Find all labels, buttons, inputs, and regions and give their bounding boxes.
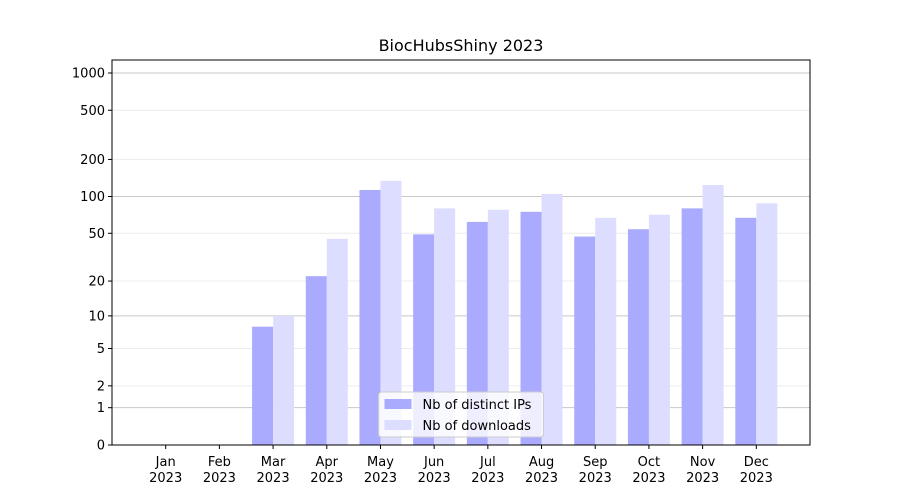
x-tick-label: 2023 bbox=[149, 471, 182, 486]
x-tick-label: Nov bbox=[690, 455, 716, 470]
bar bbox=[273, 315, 295, 445]
legend-swatch bbox=[384, 420, 412, 430]
plot-frame bbox=[111, 59, 811, 446]
x-tick-label: Sep bbox=[583, 455, 608, 470]
x-tick-label: 2023 bbox=[310, 471, 343, 486]
x-tick-label: Jan bbox=[155, 455, 176, 470]
x-tick-label: 2023 bbox=[364, 471, 397, 486]
x-tick-label: 2023 bbox=[740, 471, 773, 486]
y-tick-label: 100 bbox=[80, 190, 105, 205]
legend-label: Nb of distinct IPs bbox=[423, 398, 532, 413]
y-tick-label: 0 bbox=[97, 439, 105, 454]
chart-title: BiocHubsShiny 2023 bbox=[379, 36, 544, 55]
bar bbox=[681, 208, 703, 445]
bar bbox=[380, 180, 402, 445]
bar bbox=[359, 189, 381, 445]
bar bbox=[487, 209, 509, 445]
x-tick-label: 2023 bbox=[525, 471, 558, 486]
x-tick-label: Jul bbox=[479, 455, 496, 470]
x-tick-label: 2023 bbox=[418, 471, 451, 486]
x-tick-label: Apr bbox=[316, 455, 339, 470]
bar bbox=[541, 193, 563, 445]
bar bbox=[756, 203, 778, 445]
x-tick-label: 2023 bbox=[257, 471, 290, 486]
x-tick-label: 2023 bbox=[686, 471, 719, 486]
x-tick-label: Feb bbox=[208, 455, 231, 470]
y-tick-label: 20 bbox=[88, 275, 105, 290]
x-tick-label: Aug bbox=[529, 455, 554, 470]
y-tick-label: 2 bbox=[97, 379, 105, 394]
x-tick-label: Oct bbox=[638, 455, 660, 470]
legend-swatch bbox=[384, 399, 412, 409]
bar bbox=[326, 238, 348, 445]
y-tick-label: 10 bbox=[88, 309, 105, 324]
bars bbox=[252, 180, 778, 445]
bar bbox=[520, 211, 542, 445]
x-tick-label: Mar bbox=[261, 455, 286, 470]
x-tick-label: 2023 bbox=[579, 471, 612, 486]
bar bbox=[595, 217, 617, 445]
legend: Nb of distinct IPs Nb of downloads bbox=[378, 391, 544, 438]
bar bbox=[434, 208, 456, 445]
bar bbox=[252, 326, 274, 445]
legend-box bbox=[378, 391, 544, 438]
legend-label: Nb of downloads bbox=[423, 419, 532, 434]
y-tick-label: 50 bbox=[88, 227, 105, 242]
x-tick-label: Jun bbox=[423, 455, 444, 470]
x-tick-label: 2023 bbox=[203, 471, 236, 486]
y-tick-label: 200 bbox=[80, 153, 105, 168]
x-tick-label: 2023 bbox=[632, 471, 665, 486]
bar bbox=[574, 236, 596, 445]
x-tick-label: Dec bbox=[744, 455, 769, 470]
y-tick-label: 5 bbox=[97, 342, 105, 357]
y-tick-label: 1000 bbox=[72, 66, 105, 81]
y-tick-label: 500 bbox=[80, 104, 105, 119]
bar bbox=[466, 221, 488, 445]
bar bbox=[735, 217, 757, 445]
bar bbox=[305, 276, 327, 445]
x-tick-label: 2023 bbox=[471, 471, 504, 486]
x-tick-label: May bbox=[367, 455, 394, 470]
axes: 01251020501002005001000Jan2023Feb2023Mar… bbox=[72, 66, 773, 486]
bar bbox=[627, 229, 649, 445]
y-tick-label: 1 bbox=[97, 401, 105, 416]
bar bbox=[648, 214, 670, 445]
bar bbox=[702, 185, 724, 445]
